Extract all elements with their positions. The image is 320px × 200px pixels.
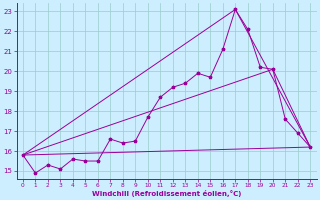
- X-axis label: Windchill (Refroidissement éolien,°C): Windchill (Refroidissement éolien,°C): [92, 190, 241, 197]
